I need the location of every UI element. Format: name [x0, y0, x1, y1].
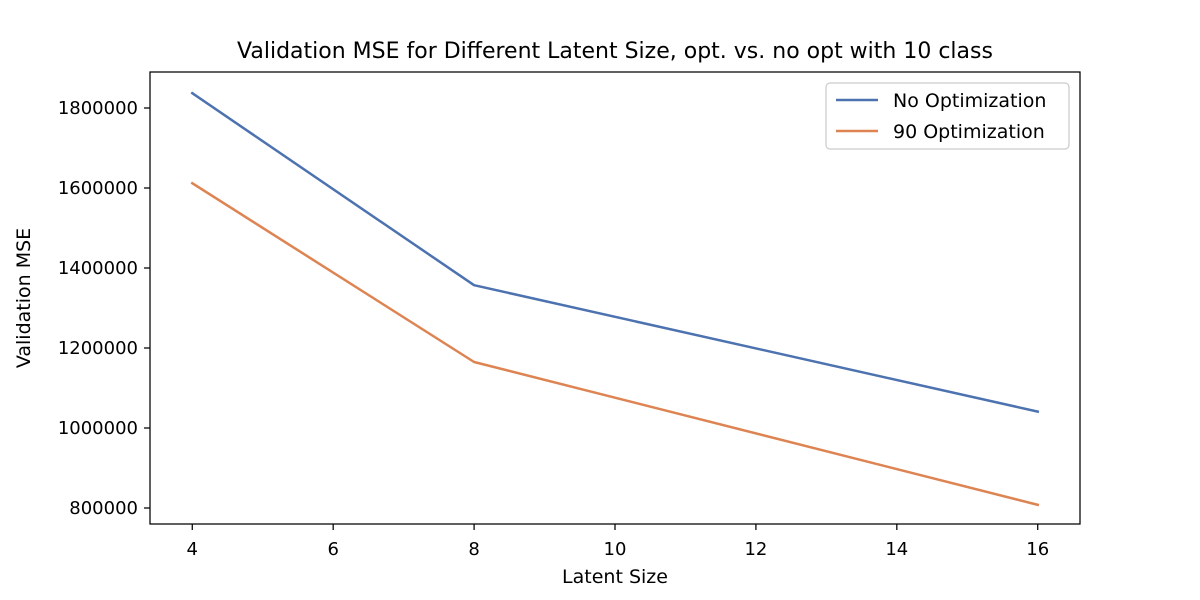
y-axis-ticks: 800000 1000000 1200000 1400000 1600000 180000… [58, 98, 150, 519]
x-axis-ticks: 4 6 8 10 12 14 16 [187, 524, 1049, 560]
y-tick-label: 1000000 [58, 418, 138, 439]
chart-title: Validation MSE for Different Latent Size… [237, 39, 993, 64]
plot-area: 4 6 8 10 12 14 16 800000 1000000 1200000 1400000 1… [58, 71, 1081, 560]
x-tick-label: 8 [468, 539, 479, 560]
x-axis-title: Latent Size [562, 566, 668, 588]
y-tick-label: 800000 [69, 498, 138, 519]
y-tick-label: 1200000 [58, 338, 138, 359]
legend-label-1: 90 Optimization [893, 121, 1045, 143]
y-axis-title: Validation MSE [13, 228, 35, 368]
legend: No Optimization 90 Optimization [825, 82, 1070, 150]
y-tick-label: 1600000 [58, 178, 138, 199]
x-tick-label: 4 [187, 539, 198, 560]
x-tick-label: 6 [327, 539, 338, 560]
x-tick-label: 10 [604, 539, 627, 560]
y-tick-label: 1400000 [58, 258, 138, 279]
series-layer [190, 91, 1040, 507]
legend-box [825, 82, 1070, 150]
x-tick-label: 12 [744, 539, 767, 560]
y-tick-label: 1800000 [58, 98, 138, 119]
series-line-0 [190, 91, 1040, 414]
legend-items: No Optimization 90 Optimization [836, 90, 1046, 143]
x-tick-label: 14 [885, 539, 908, 560]
x-tick-label: 16 [1026, 539, 1049, 560]
series-line-1 [190, 181, 1040, 507]
legend-label-0: No Optimization [893, 90, 1046, 112]
